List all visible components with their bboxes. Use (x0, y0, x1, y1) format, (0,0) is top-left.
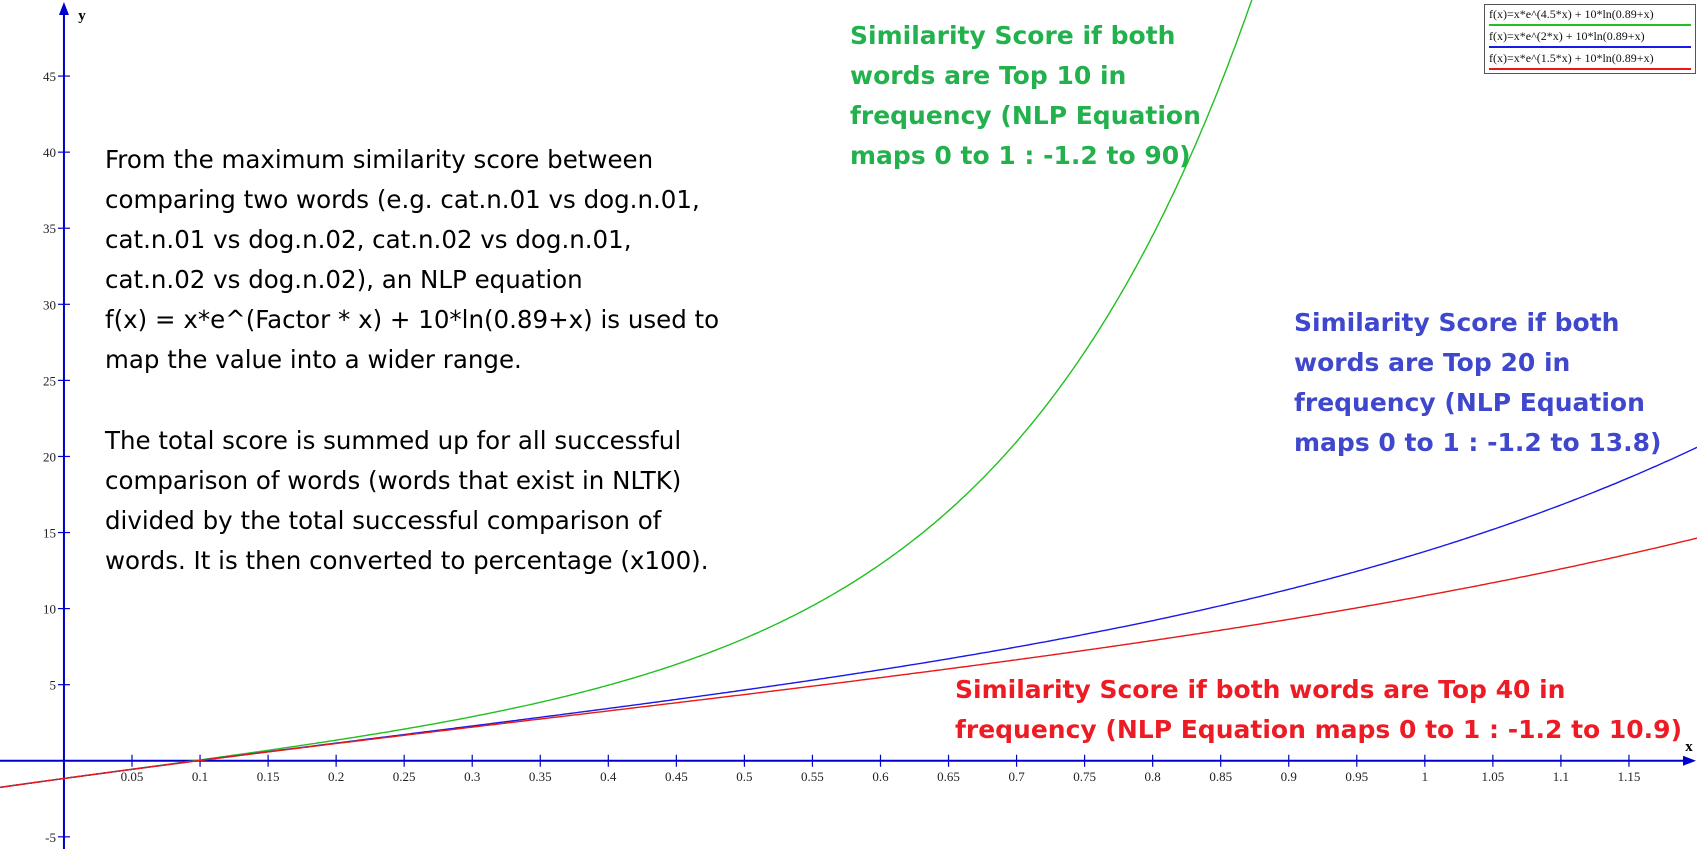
x-tick-label: 1.05 (1481, 769, 1504, 784)
legend: f(x)=x*e^(4.5*x) + 10*ln(0.89+x) f(x)=x*… (1484, 4, 1696, 74)
y-tick-label: 30 (43, 297, 56, 312)
x-tick-label: 0.25 (393, 769, 416, 784)
legend-entry-factor-4-5: f(x)=x*e^(4.5*x) + 10*ln(0.89+x) (1489, 7, 1691, 26)
y-axis-arrow (58, 2, 69, 15)
x-tick-label: 0.85 (1209, 769, 1232, 784)
tick-labels: 0.05 0.1 0.15 0.2 0.25 0.3 0.35 0.4 0.45 0.5 0.55 0… (43, 8, 1693, 845)
x-tick-label: 1 (1422, 769, 1429, 784)
y-tick-label: 15 (43, 526, 56, 541)
x-tick-label: 0.75 (1073, 769, 1096, 784)
x-axis-arrow (1683, 755, 1696, 766)
x-tick-label: 0.35 (529, 769, 552, 784)
y-tick-label: 35 (43, 221, 56, 236)
y-tick-label: -5 (45, 830, 56, 845)
x-tick-label: 0.55 (801, 769, 824, 784)
y-axis-label: y (78, 8, 86, 24)
x-tick-label: 1.15 (1618, 769, 1641, 784)
legend-entry-factor-1-5: f(x)=x*e^(1.5*x) + 10*ln(0.89+x) (1489, 51, 1691, 70)
x-axis-label: x (1685, 739, 1693, 755)
x-tick-label: 0.45 (665, 769, 688, 784)
x-tick-label: 1.1 (1553, 769, 1569, 784)
x-tick-label: 0.15 (257, 769, 280, 784)
x-tick-label: 0.3 (464, 769, 480, 784)
description-paragraph-1: From the maximum similarity score betwee… (105, 145, 720, 374)
y-tick-label: 5 (49, 678, 56, 693)
legend-entry-factor-2: f(x)=x*e^(2*x) + 10*ln(0.89+x) (1489, 29, 1691, 48)
y-tick-label: 20 (43, 449, 56, 464)
x-tick-label: 0.2 (328, 769, 344, 784)
callout-top10: Similarity Score if both words are Top 1… (850, 21, 1201, 170)
x-tick-label: 0.5 (736, 769, 752, 784)
x-tick-label: 0.65 (937, 769, 960, 784)
callout-top40: Similarity Score if both words are Top 4… (955, 675, 1683, 744)
x-tick-label: 0.95 (1345, 769, 1368, 784)
x-tick-label: 0.6 (872, 769, 889, 784)
y-tick-label: 40 (43, 145, 56, 160)
x-tick-label: 0.7 (1008, 769, 1025, 784)
x-tick-label: 0.1 (192, 769, 208, 784)
x-tick-label: 0.8 (1145, 769, 1161, 784)
curves (0, 0, 1697, 789)
description-paragraph-2: The total score is summed up for all suc… (105, 426, 709, 575)
x-tick-label: 0.4 (600, 769, 617, 784)
callout-top20: Similarity Score if both words are Top 2… (1294, 308, 1662, 457)
y-tick-label: 45 (43, 69, 56, 84)
series-line-2 (0, 537, 1697, 789)
x-tick-label: 0.9 (1281, 769, 1297, 784)
x-tick-label: 0.05 (121, 769, 144, 784)
y-tick-label: 10 (43, 602, 56, 617)
y-tick-label: 25 (43, 373, 56, 388)
